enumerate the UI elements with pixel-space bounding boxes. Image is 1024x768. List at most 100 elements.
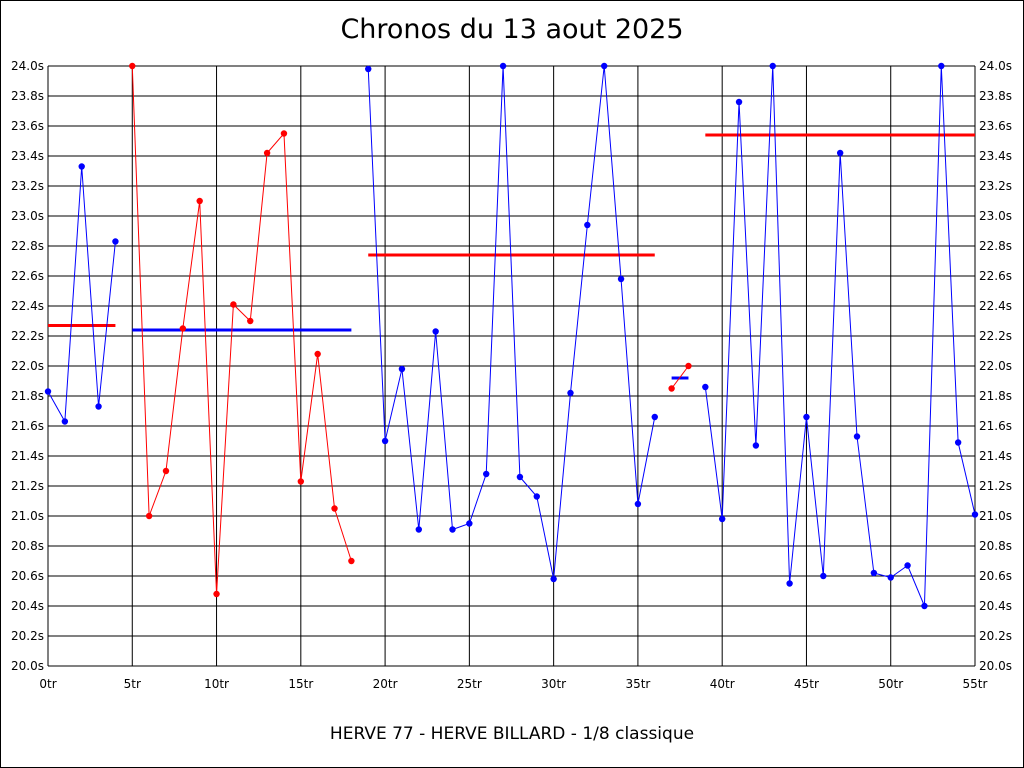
series-line [131,65,352,595]
x-tick-label: 25tr [457,677,482,691]
y-tick-label-right: 23.8s [979,89,1012,103]
data-point [651,413,658,421]
series-line [47,166,116,424]
x-tick-label: 50tr [878,677,903,691]
data-point [44,388,52,395]
data-point [836,149,844,157]
x-tick-label: 30tr [541,677,566,691]
data-point [954,439,962,446]
y-tick-label-left: 21.8s [11,389,44,403]
data-point [314,350,321,358]
data-point [887,574,894,581]
data-point [702,383,709,391]
y-tick-label-right: 20.4s [979,599,1012,613]
data-point [853,433,861,440]
data-point [971,511,979,518]
data-point [820,572,827,580]
y-tick-label-right: 24.0s [979,59,1012,73]
data-point [112,238,119,245]
y-tick-label-left: 24.0s [11,59,44,73]
y-tick-label-left: 22.8s [11,239,44,253]
data-point [162,467,170,475]
data-point [365,65,372,73]
data-point [584,221,591,229]
y-tick-label-left: 20.4s [11,599,44,613]
data-point [398,365,406,373]
data-point [348,557,355,565]
data-point [78,163,85,170]
series-line [367,65,656,580]
data-point [803,413,810,421]
data-point [331,505,338,512]
data-point [938,62,945,70]
data-point [230,301,237,308]
y-tick-label-left: 21.2s [11,479,44,493]
y-tick-label-right: 21.4s [979,449,1012,463]
series-line [671,365,689,389]
y-tick-label-right: 20.0s [979,659,1012,673]
data-point [786,580,793,587]
data-point [466,520,473,527]
y-tick-label-right: 23.0s [979,209,1012,223]
y-tick-label-left: 20.8s [11,539,44,553]
y-tick-label-right: 21.6s [979,419,1012,433]
y-tick-label-right: 21.2s [979,479,1012,493]
y-tick-label-left: 20.0s [11,659,44,673]
y-tick-label-left: 22.6s [11,269,44,283]
y-tick-label-left: 20.2s [11,629,44,643]
x-tick-label: 35tr [625,677,650,691]
x-tick-label: 40tr [710,677,735,691]
data-point [61,418,69,425]
data-point [499,62,507,70]
data-point [280,130,288,137]
data-point [718,515,726,523]
y-tick-label-left: 23.0s [11,209,44,223]
chart-caption: HERVE 77 - HERVE BILLARD - 1/8 classique [329,724,695,744]
data-point [483,470,490,478]
data-point [179,325,187,332]
x-tick-label: 5tr [124,677,141,691]
x-tick-label: 45tr [794,677,819,691]
data-point [752,442,760,449]
data-point [196,197,203,205]
y-tick-label-left: 22.0s [11,359,44,373]
data-point [247,317,254,325]
data-point [601,62,608,70]
y-tick-label-right: 20.8s [979,539,1012,553]
y-tick-label-right: 22.0s [979,359,1012,373]
data-point [449,526,456,533]
y-tick-label-left: 21.6s [11,419,44,433]
y-tick-label-right: 21.8s [979,389,1012,403]
y-tick-label-left: 23.8s [11,89,44,103]
y-tick-label-right: 22.4s [979,299,1012,313]
y-tick-label-right: 23.6s [979,119,1012,133]
y-tick-label-right: 20.6s [979,569,1012,583]
data-point [297,478,305,485]
x-tick-label: 20tr [373,677,398,691]
data-point [668,385,675,392]
data-point [516,473,524,481]
y-tick-label-left: 21.4s [11,449,44,463]
data-point [617,275,625,283]
data-point [735,98,743,106]
data-point [263,149,271,157]
data-point [415,526,422,533]
x-tick-label: 15tr [288,677,313,691]
data-point [381,437,389,445]
y-tick-label-left: 21.0s [11,509,44,523]
data-point [685,362,692,370]
y-tick-label-right: 20.2s [979,629,1012,643]
y-tick-label-left: 22.2s [11,329,44,343]
data-point [533,493,540,500]
data-point [634,500,642,508]
chart-title: Chronos du 13 aout 2025 [340,14,684,45]
y-tick-label-left: 23.4s [11,149,44,163]
x-tick-label: 55tr [963,677,988,691]
x-tick-label: 0tr [39,677,56,691]
data-point [870,569,878,577]
y-tick-label-left: 20.6s [11,569,44,583]
data-point [432,328,439,335]
y-tick-label-right: 22.8s [979,239,1012,253]
